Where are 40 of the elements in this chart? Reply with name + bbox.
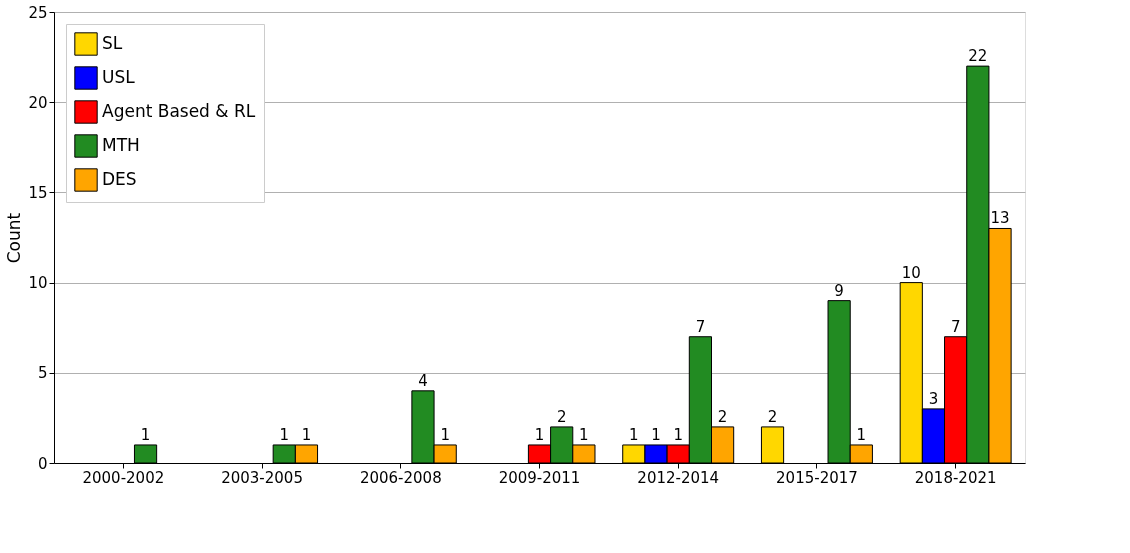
data-label: 7 [695,317,706,336]
data-label: 1 [629,425,639,444]
data-label: 2 [556,407,567,426]
x-tick-label: 2018-2021 [914,468,997,487]
x-tick-label: 2015-2017 [776,468,858,487]
legend-label: MTH [102,135,140,155]
x-tick-label: 2000-2002 [82,468,165,487]
x-tick-label: 2006-2008 [359,468,442,487]
data-label: 1 [301,425,312,444]
y-axis-title: Count [4,212,25,264]
data-label: 13 [990,209,1010,228]
legend-label: USL [102,67,136,87]
data-label: 2 [767,407,778,426]
y-tick-label: 20 [28,93,48,112]
y-tick-label: 15 [28,183,48,202]
data-label: 1 [856,425,867,444]
data-label: 1 [140,425,151,444]
legend-label: Agent Based & RL [102,101,256,121]
x-tick-label: 2012-2014 [637,468,720,487]
data-label: 1 [534,425,545,444]
data-label: 4 [418,371,428,390]
data-label: 3 [928,389,939,408]
data-label: 1 [651,425,661,444]
y-tick-label: 0 [37,454,48,473]
y-tick-label: 10 [28,274,48,293]
y-tick-label: 25 [28,3,48,22]
data-label: 1 [579,425,589,444]
data-label: 9 [834,281,844,300]
data-label: 10 [901,263,921,282]
data-label: 7 [950,317,961,336]
data-label: 1 [673,425,683,444]
data-label: 1 [279,425,290,444]
legend-label: SL [102,33,123,53]
data-label: 1 [440,425,450,444]
data-label: 2 [717,407,728,426]
x-tick-label: 2003-2005 [221,468,303,487]
x-tick-label: 2009-2011 [498,468,581,487]
data-label: 22 [968,47,988,66]
y-tick-label: 5 [37,364,48,383]
legend-label: DES [102,169,137,189]
